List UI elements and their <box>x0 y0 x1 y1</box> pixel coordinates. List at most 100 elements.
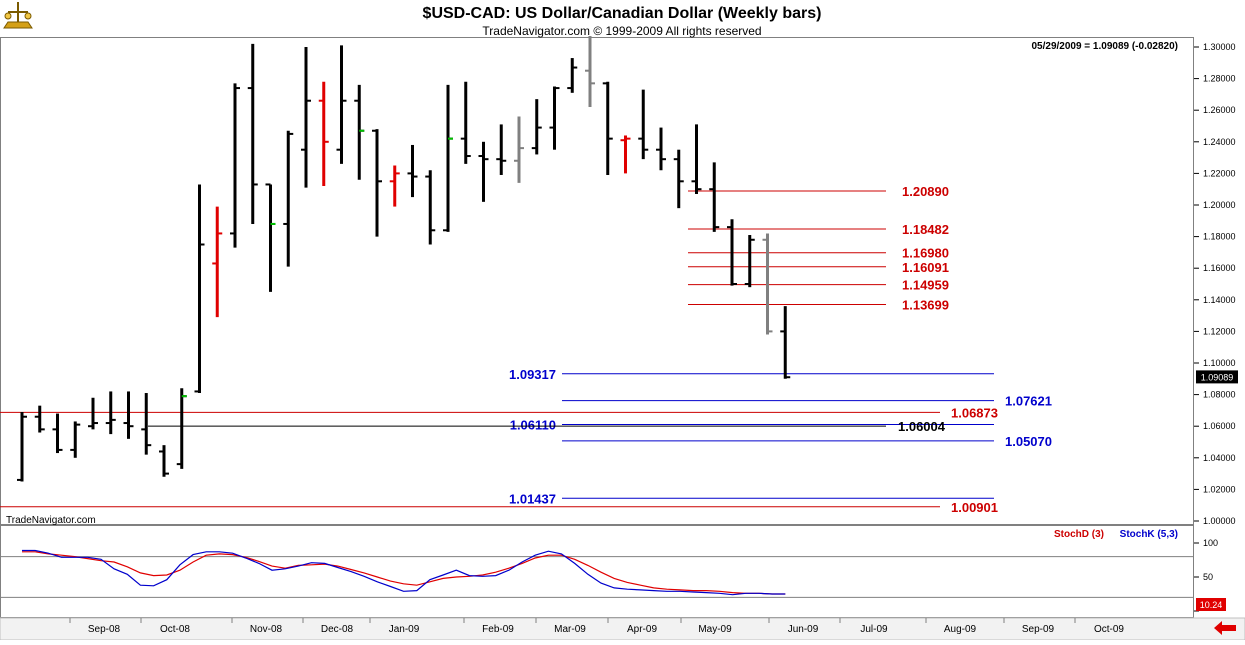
level-label: 1.18482 <box>902 222 949 237</box>
level-label: 1.06110 <box>510 417 556 432</box>
x-tick-label: Jun-09 <box>788 624 819 635</box>
level-label: 1.14959 <box>902 278 949 293</box>
y-tick-label: 1.26000 <box>1203 105 1236 115</box>
stochk-legend: StochK (5,3) <box>1120 529 1178 540</box>
y-tick-label: 1.28000 <box>1203 74 1236 84</box>
ohlc-bar <box>159 445 169 477</box>
ohlc-bar <box>407 144 418 198</box>
ohlc-bar <box>70 421 81 458</box>
chart-subtitle: TradeNavigator.com © 1999-2009 All right… <box>482 24 761 38</box>
level-label: 1.06004 <box>898 419 946 434</box>
scroll-arrow-icon[interactable] <box>1210 620 1240 636</box>
ohlc-bar <box>17 411 27 482</box>
x-tick-label: Oct-09 <box>1094 624 1124 635</box>
ohlc-bar <box>389 165 400 207</box>
last-price-box: 1.09089 <box>1196 370 1238 384</box>
ohlc-bar <box>372 129 382 237</box>
stoch-tick-label: 100 <box>1203 538 1218 548</box>
ohlc-bar <box>105 391 116 435</box>
level-label: 1.06873 <box>951 405 998 420</box>
y-tick-label: 1.12000 <box>1203 326 1236 336</box>
ohlc-bar <box>301 47 311 188</box>
level-label: 1.20890 <box>902 184 949 199</box>
ohlc-bar <box>531 99 542 155</box>
stochk-line <box>22 549 786 596</box>
ohlc-bar <box>567 58 578 93</box>
ohlc-bar <box>762 233 773 335</box>
ohlc-bar <box>283 130 294 267</box>
y-tick-label: 1.00000 <box>1203 516 1236 526</box>
y-tick-label: 1.30000 <box>1203 42 1236 52</box>
ohlc-bar <box>496 124 507 175</box>
stoch-reference-lines <box>0 556 1194 598</box>
chart-title: $USD-CAD: US Dollar/Canadian Dollar (Wee… <box>423 5 822 22</box>
ohlc-bar <box>744 235 755 288</box>
ohlc-bar <box>460 81 471 164</box>
ohlc-bar <box>88 397 98 430</box>
ohlc-bar <box>478 141 489 202</box>
ohlc-bar <box>443 84 453 232</box>
level-label: 1.05070 <box>1005 434 1052 449</box>
level-label: 1.09317 <box>509 367 556 382</box>
ohlc-bar <box>585 35 595 108</box>
x-tick-label: Feb-09 <box>482 624 514 635</box>
x-tick-label: Nov-08 <box>250 624 283 635</box>
ohlc-bar <box>514 116 524 183</box>
y-tick-label: 1.02000 <box>1203 484 1236 494</box>
y-tick-label: 1.14000 <box>1203 295 1236 305</box>
ohlc-bar <box>602 81 613 175</box>
ohlc-bar <box>247 43 258 224</box>
x-tick-label: Jul-09 <box>860 624 888 635</box>
ohlc-bar <box>673 149 684 209</box>
last-price-label: 1.09089 <box>1201 372 1234 382</box>
level-label: 1.07621 <box>1005 394 1052 409</box>
x-tick-label: Oct-08 <box>160 624 190 635</box>
ohlc-bar <box>425 170 436 245</box>
ohlc-bar <box>656 127 666 171</box>
x-tick-label: Sep-08 <box>88 624 121 635</box>
app-logo-icon[interactable] <box>3 2 33 29</box>
ohlc-bar <box>52 413 63 454</box>
y-tick-label: 1.18000 <box>1203 232 1236 242</box>
stoch-tick-label: 50 <box>1203 572 1213 582</box>
stochd-line <box>22 551 786 595</box>
price-y-axis: 1.30000 1.28000 1.26000 1.24000 1.22000 1.200… <box>1194 42 1236 526</box>
x-tick-label: Apr-09 <box>627 624 657 635</box>
status-readout: 05/29/2009 = 1.09089 (-0.02820) <box>1031 41 1178 52</box>
y-tick-label: 1.04000 <box>1203 453 1236 463</box>
ohlc-bar <box>141 393 152 455</box>
x-tick-label: Mar-09 <box>554 624 586 635</box>
stoch-value-label: 10.24 <box>1200 600 1223 610</box>
ohlc-bar <box>265 183 276 292</box>
x-tick-label: Aug-09 <box>944 624 977 635</box>
y-tick-label: 1.06000 <box>1203 421 1236 431</box>
ohlc-bar <box>727 219 737 286</box>
ohlc-bar <box>638 89 649 160</box>
level-label: 1.00901 <box>951 500 998 515</box>
ohlc-bar <box>176 388 187 469</box>
ohlc-bar <box>123 391 134 439</box>
y-tick-label: 1.10000 <box>1203 358 1236 368</box>
ohlc-bar <box>318 81 329 187</box>
ohlc-bar <box>709 162 720 232</box>
ohlc-bar <box>549 86 560 150</box>
x-tick-label: Dec-08 <box>321 624 354 635</box>
y-tick-label: 1.24000 <box>1203 137 1236 147</box>
ohlc-bar <box>691 124 702 194</box>
level-label: 1.16091 <box>902 260 949 275</box>
ohlc-bar <box>620 135 631 174</box>
y-tick-label: 1.22000 <box>1203 168 1236 178</box>
y-tick-label: 1.08000 <box>1203 390 1236 400</box>
stoch-value-box: 10.24 <box>1196 598 1226 611</box>
level-label: 1.01437 <box>509 491 556 506</box>
ohlc-bar <box>230 83 240 248</box>
x-tick-label: May-09 <box>698 624 732 635</box>
ohlc-bar <box>194 184 205 394</box>
ohlc-bar <box>34 405 45 433</box>
level-label: 1.16980 <box>902 246 949 261</box>
watermark-text: TradeNavigator.com <box>6 515 96 526</box>
